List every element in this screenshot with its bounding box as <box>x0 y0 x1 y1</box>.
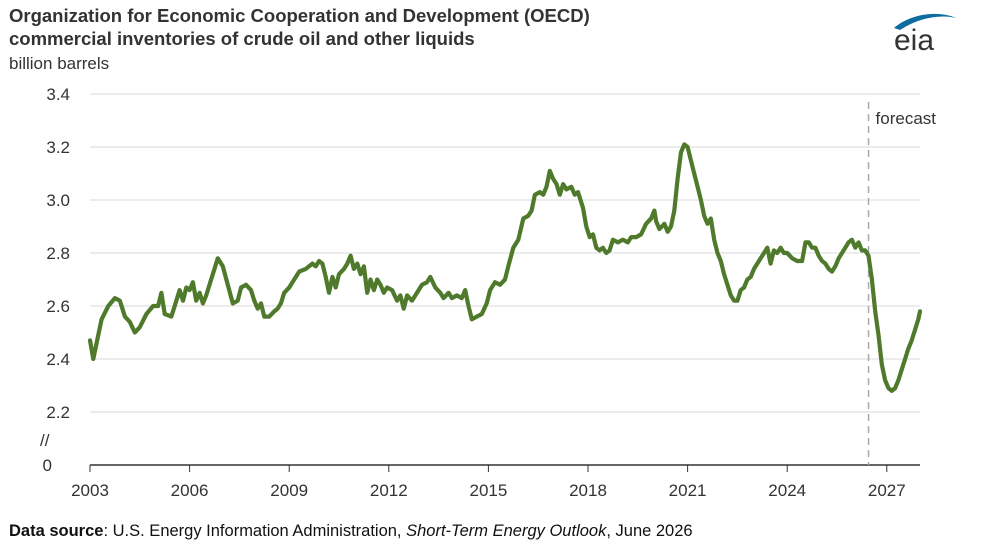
logo-text: eia <box>894 24 934 52</box>
x-tick-label: 2015 <box>469 481 507 500</box>
inventory-series-line <box>87 142 923 393</box>
x-tick-label: 2009 <box>270 481 308 500</box>
title-line-1: Organization for Economic Cooperation an… <box>9 5 590 26</box>
y-tick-label: 2.2 <box>46 403 70 422</box>
y-tick-label: 2.8 <box>46 244 70 263</box>
source-text: : U.S. Energy Information Administration… <box>103 522 407 540</box>
x-tick-label: 2012 <box>370 481 408 500</box>
x-tick-label: 2003 <box>71 481 109 500</box>
x-tick-label: 2018 <box>569 481 607 500</box>
y-tick-label: 2.6 <box>46 297 70 316</box>
eia-logo[interactable]: eia <box>890 8 962 52</box>
y-tick-label: 3.4 <box>46 85 70 104</box>
y-tick-label: 2.4 <box>46 350 70 369</box>
title-line-2: commercial inventories of crude oil and … <box>9 28 475 49</box>
source-date: , June 2026 <box>606 522 693 540</box>
y-tick-label: 3.0 <box>46 191 70 210</box>
source-label: Data source <box>9 522 104 540</box>
logo-swoosh <box>894 13 956 30</box>
source-publication: Short-Term Energy Outlook <box>406 522 607 540</box>
y-tick-label: 3.2 <box>46 138 70 157</box>
x-tick-label: 2021 <box>669 481 707 500</box>
chart-title: Organization for Economic Cooperation an… <box>9 4 590 50</box>
line-chart: 0 2.2 2.4 2.6 2.8 3.0 3.2 3.4 // 2003 2006 2009 2012… <box>40 85 937 500</box>
x-tick-label: 2024 <box>768 481 806 500</box>
y-axis-break: // <box>40 431 50 450</box>
y-tick-label: 0 <box>43 456 52 475</box>
forecast-label: forecast <box>876 109 937 128</box>
data-source-note: Data source: U.S. Energy Information Adm… <box>9 522 693 541</box>
x-tick-label: 2027 <box>868 481 906 500</box>
x-tick-label: 2006 <box>171 481 209 500</box>
y-units-label: billion barrels <box>9 54 110 73</box>
